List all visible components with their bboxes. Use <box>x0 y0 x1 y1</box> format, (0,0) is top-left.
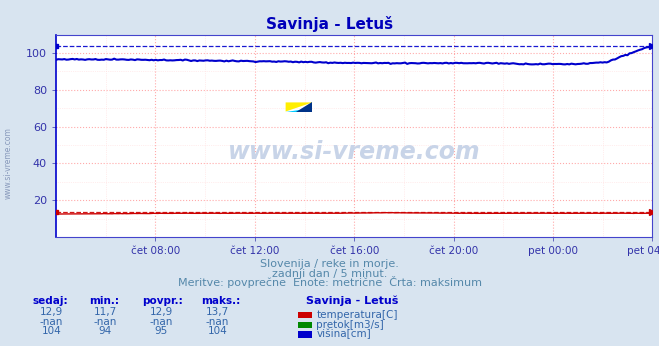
Polygon shape <box>285 102 312 111</box>
Text: višina[cm]: višina[cm] <box>316 329 371 339</box>
Text: povpr.:: povpr.: <box>142 297 183 307</box>
Text: temperatura[C]: temperatura[C] <box>316 310 398 320</box>
Text: -nan: -nan <box>94 317 117 327</box>
Text: min.:: min.: <box>89 297 119 307</box>
Text: pretok[m3/s]: pretok[m3/s] <box>316 320 384 329</box>
Text: 94: 94 <box>99 326 112 336</box>
Polygon shape <box>285 108 312 111</box>
Text: 95: 95 <box>155 326 168 336</box>
Text: 11,7: 11,7 <box>94 307 117 317</box>
Text: www.si-vreme.com: www.si-vreme.com <box>228 140 480 164</box>
Text: -nan: -nan <box>40 317 63 327</box>
Text: maks.:: maks.: <box>201 297 241 307</box>
Text: Savinja - Letuš: Savinja - Letuš <box>306 296 399 307</box>
Text: Slovenija / reke in morje.: Slovenija / reke in morje. <box>260 259 399 269</box>
Text: 12,9: 12,9 <box>150 307 173 317</box>
Text: 12,9: 12,9 <box>40 307 63 317</box>
Text: 104: 104 <box>42 326 61 336</box>
Text: 13,7: 13,7 <box>206 307 229 317</box>
Text: sedaj:: sedaj: <box>33 297 69 307</box>
Text: zadnji dan / 5 minut.: zadnji dan / 5 minut. <box>272 269 387 279</box>
Polygon shape <box>297 102 312 111</box>
Text: Savinja - Letuš: Savinja - Letuš <box>266 16 393 31</box>
Text: -nan: -nan <box>206 317 229 327</box>
Text: www.si-vreme.com: www.si-vreme.com <box>3 127 13 199</box>
Text: 104: 104 <box>208 326 227 336</box>
Text: Meritve: povprečne  Enote: metrične  Črta: maksimum: Meritve: povprečne Enote: metrične Črta:… <box>177 276 482 289</box>
Text: -nan: -nan <box>150 317 173 327</box>
